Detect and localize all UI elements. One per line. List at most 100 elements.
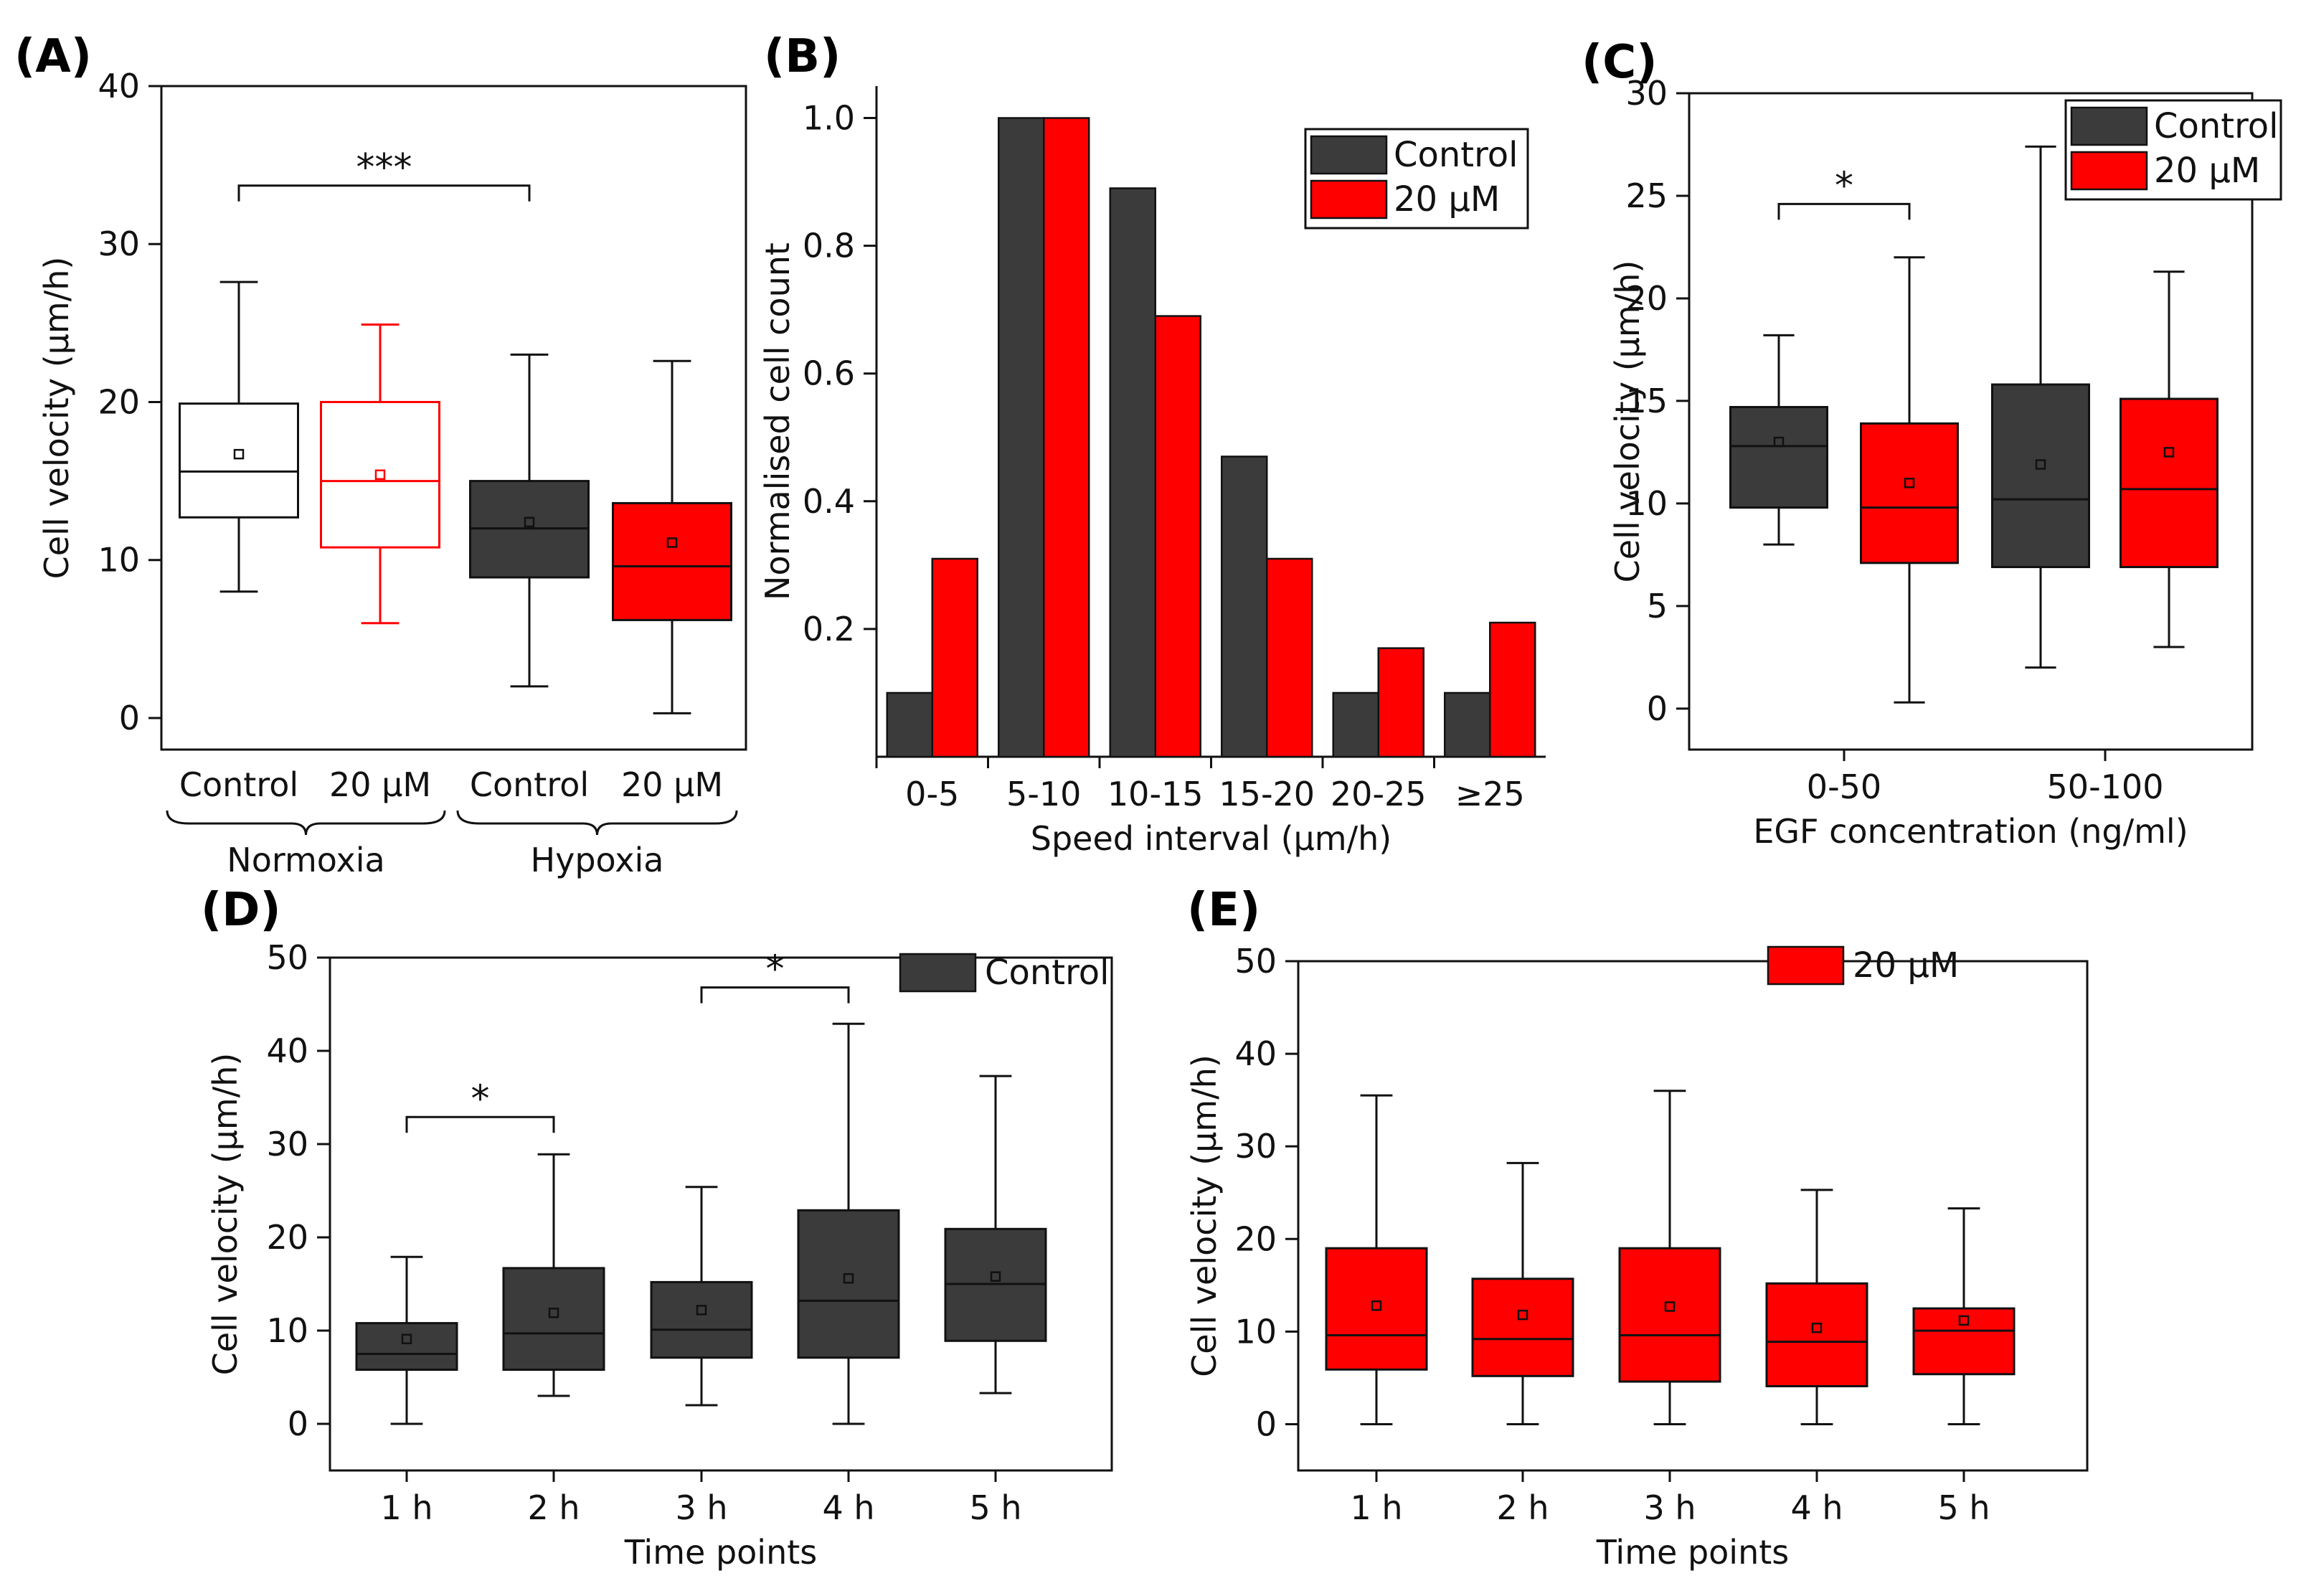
legend-swatch-control xyxy=(1310,135,1388,175)
box-iqr-c xyxy=(1991,383,2090,569)
y-axis-label: Normalised cell count xyxy=(758,242,797,600)
y-tick-label: 15 xyxy=(1625,382,1668,420)
box-mean-marker xyxy=(666,537,678,548)
x-tick-label: 2 h xyxy=(1496,1488,1549,1527)
significance-bracket xyxy=(405,1115,555,1133)
x-tick-label: 3 h xyxy=(675,1488,727,1527)
box-iqr-d xyxy=(502,1267,605,1371)
y-tick-label: 20 xyxy=(1234,1219,1277,1258)
panel-c: (C) 0 5 10 15 20 25 30 Cell velocity (µm/h) 0-50 5… xyxy=(1582,36,2282,851)
plot-frame-d xyxy=(329,956,1113,1472)
x-axis-label: Speed interval (µm/h) xyxy=(1031,819,1391,858)
y-axis-label: Cell velocity (µm/h) xyxy=(37,257,76,580)
y-tick-label: 0.6 xyxy=(803,354,855,393)
bar-control xyxy=(1332,691,1379,758)
y-tick-label: 20 xyxy=(1625,279,1668,318)
x-tick-label: 0-5 xyxy=(905,775,959,813)
box-iqr-c xyxy=(1860,422,1959,565)
x-tick-label: 0-50 xyxy=(1807,768,1881,806)
box-mean-marker xyxy=(548,1308,559,1318)
y-axis-label: Cell velocity (µm/h) xyxy=(206,1053,245,1376)
bar-treated xyxy=(931,557,978,758)
x-tick-label: 1 h xyxy=(1350,1488,1402,1527)
y-tick-label: 10 xyxy=(1234,1312,1277,1351)
legend-swatch-control xyxy=(2070,106,2148,146)
y-tick-label: 0 xyxy=(119,699,140,737)
x-axis-label: Time points xyxy=(624,1533,817,1572)
bar-treated xyxy=(1154,315,1201,758)
panel-b: (B) 0.2 0.4 0.6 0.8 1.0 Normalised cell count 0… xyxy=(758,30,1546,858)
y-tick-label: 0.4 xyxy=(803,482,855,521)
significance-label: * xyxy=(471,1077,490,1120)
box-mean-marker xyxy=(990,1271,1001,1282)
y-tick-label: 0 xyxy=(1256,1404,1277,1443)
y-tick-label: 0.2 xyxy=(803,610,855,648)
panel-label: (C) xyxy=(1582,36,1657,89)
y-axis-label: Cell velocity (µm/h) xyxy=(1608,260,1647,583)
x-tick-label: 5-10 xyxy=(1006,775,1081,813)
box-iqr-a xyxy=(612,501,732,621)
legend-swatch-treated xyxy=(1310,179,1388,219)
y-tick-label: 5 xyxy=(1647,587,1668,625)
y-tick-label: 25 xyxy=(1625,176,1668,215)
box-iqr-d xyxy=(650,1280,753,1359)
x-tick-label: 2 h xyxy=(527,1488,580,1527)
legend-label: Control xyxy=(1394,135,1518,175)
legend-label: 20 µM xyxy=(1394,179,1500,219)
y-tick-label: 10 xyxy=(1625,484,1668,523)
x-tick-label: 5 h xyxy=(1937,1488,1990,1527)
panel-label: (E) xyxy=(1187,884,1260,937)
box-iqr-e xyxy=(1618,1247,1721,1383)
y-tick-label: 30 xyxy=(1234,1127,1277,1166)
box-iqr-e xyxy=(1325,1247,1428,1371)
panel-label: (D) xyxy=(201,884,281,937)
box-mean-marker xyxy=(524,516,535,528)
panel-a: (A) 0 10 20 30 40 Cell velocity (µm/h) Control 2… xyxy=(14,30,747,879)
significance-bracket xyxy=(1777,202,1911,220)
bar-control xyxy=(1109,187,1156,758)
box-iqr-e xyxy=(1765,1282,1868,1388)
y-tick-label: 1.0 xyxy=(803,99,855,138)
bar-control xyxy=(886,691,933,758)
bar-treated xyxy=(1043,117,1090,758)
legend-swatch-control xyxy=(899,953,977,993)
group-brace xyxy=(456,810,738,836)
box-mean-marker xyxy=(843,1272,854,1284)
x-tick-label: 20-25 xyxy=(1331,775,1427,813)
box-mean-marker xyxy=(1773,436,1785,448)
x-tick-label: 50-100 xyxy=(2047,768,2164,806)
legend-label: 20 µM xyxy=(1853,945,1959,986)
plot-frame-c xyxy=(1688,92,2254,751)
box-iqr-a xyxy=(320,400,440,549)
box-mean-marker xyxy=(1904,478,1915,488)
group-label: Hypoxia xyxy=(531,841,664,879)
box-iqr-c xyxy=(1729,405,1828,509)
x-axis-label: Time points xyxy=(1596,1533,1789,1572)
x-tick-label: 3 h xyxy=(1643,1488,1696,1527)
significance-bracket xyxy=(237,184,531,202)
box-mean-marker xyxy=(2163,447,2175,458)
y-tick-label: 40 xyxy=(1234,1034,1277,1073)
panel-label: (A) xyxy=(14,30,92,83)
x-tick-label: Control xyxy=(179,765,298,804)
y-tick-label: 50 xyxy=(266,938,308,977)
bar-control xyxy=(998,117,1045,758)
group-label: Normoxia xyxy=(227,841,384,879)
box-iqr-d xyxy=(355,1322,458,1371)
y-tick-label: 50 xyxy=(1234,942,1277,981)
box-mean-marker xyxy=(1664,1301,1676,1312)
panel-d: (D) 0 10 20 30 40 50 Cell velocity (µm/h) 1 h 2 h… xyxy=(201,884,1113,1572)
legend-label: Control xyxy=(2154,106,2279,146)
x-tick-label: 20 µM xyxy=(329,765,431,804)
y-tick-label: 30 xyxy=(98,225,140,263)
legend-label: Control xyxy=(985,953,1110,993)
x-tick-label: 1 h xyxy=(380,1488,433,1527)
panel-e: (E) 0 10 20 30 40 50 Cell velocity (µm/h) 1 h 2 h… xyxy=(1185,884,2089,1572)
significance-label: * xyxy=(1835,164,1853,207)
box-iqr-e xyxy=(1912,1307,2016,1376)
y-tick-label: 40 xyxy=(98,67,140,105)
x-axis-label: EGF concentration (ng/ml) xyxy=(1753,812,2188,851)
x-tick-label: 4 h xyxy=(822,1488,874,1527)
box-mean-marker xyxy=(696,1305,707,1316)
